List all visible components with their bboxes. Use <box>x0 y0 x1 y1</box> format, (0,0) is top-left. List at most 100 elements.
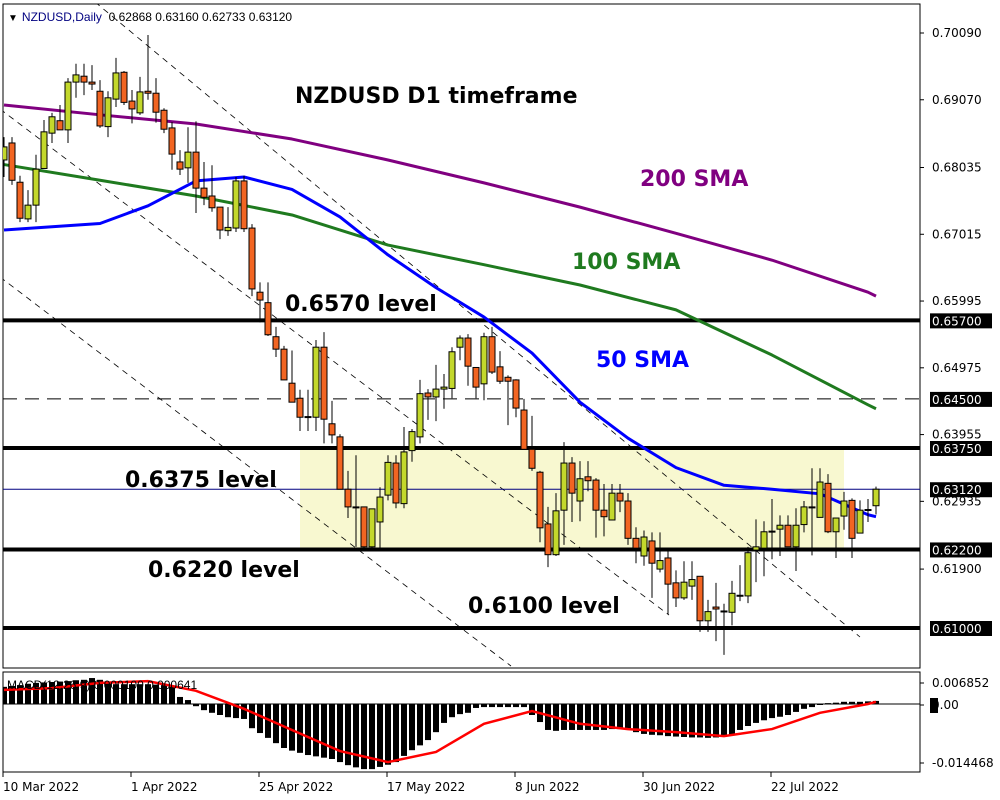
macd-histogram-bar <box>377 704 383 767</box>
level-price-box <box>930 542 992 558</box>
macd-histogram-bar <box>689 704 695 738</box>
candle-bear <box>80 75 88 83</box>
candle-bear <box>240 180 248 230</box>
level-price-label: 0.63120 <box>932 483 982 497</box>
macd-histogram-bar <box>513 704 519 708</box>
macd-histogram-bar <box>601 704 607 730</box>
macd-zero-box <box>930 698 938 713</box>
candle-bear <box>600 509 608 518</box>
macd-histogram-bar <box>673 704 679 737</box>
macd-histogram-bar <box>105 682 111 704</box>
candle-bull <box>776 524 784 530</box>
candle-bear <box>848 499 856 539</box>
macd-histogram-bar <box>169 686 175 704</box>
collapse-triangle-icon[interactable]: ▼ <box>8 13 18 24</box>
candle-bear <box>152 92 160 113</box>
date-tick-label: 17 May 2022 <box>387 780 465 794</box>
candle-bull <box>112 72 120 100</box>
macd-histogram-bar <box>857 701 863 704</box>
macd-histogram-bar <box>441 704 447 723</box>
candle-bear <box>472 366 480 388</box>
macd-histogram-bar <box>489 704 495 708</box>
candle-bear <box>120 71 128 103</box>
candle-bear <box>488 336 496 373</box>
date-tick-label: 30 Jun 2022 <box>643 780 715 794</box>
macd-histogram-bar <box>465 704 471 713</box>
candle-bull <box>704 611 712 622</box>
candle-bear <box>88 81 96 85</box>
macd-histogram-bar <box>393 704 399 763</box>
candle-bear <box>536 471 544 529</box>
candle-bull <box>840 500 848 517</box>
macd-histogram-bar <box>721 704 727 737</box>
level-price-box <box>930 620 992 636</box>
macd-histogram-bar <box>449 704 455 718</box>
macd-histogram-bar <box>833 702 839 704</box>
macd-histogram-bar <box>209 704 215 713</box>
candle-bull <box>608 492 616 521</box>
macd-histogram-bar <box>233 704 239 719</box>
macd-histogram-bar <box>569 704 575 730</box>
macd-histogram-bar <box>137 684 143 704</box>
macd-histogram-bar <box>769 704 775 719</box>
macd-histogram-bar <box>801 704 807 709</box>
candle-bull <box>864 509 872 512</box>
candle-bear <box>16 181 24 219</box>
trend-channel-line <box>3 278 512 667</box>
macd-histogram-bar <box>609 704 615 730</box>
candle-bear <box>320 346 328 420</box>
price-tick-label: 0.61900 <box>932 562 982 576</box>
candle-bear <box>96 90 104 127</box>
macd-histogram-bar <box>337 704 343 763</box>
candle-bear <box>424 392 432 398</box>
macd-histogram-bar <box>473 704 479 708</box>
date-tick-label: 10 Mar 2022 <box>3 780 79 794</box>
macd-histogram-bar <box>345 704 351 766</box>
candle-bear <box>216 206 224 231</box>
candle-bear <box>328 423 336 436</box>
trend-channel-line <box>3 110 670 616</box>
level-price-box <box>930 313 992 329</box>
candle-bear <box>280 348 288 381</box>
macd-label: MACD(12,26,9) 0.000100 0.000641 <box>7 678 198 692</box>
macd-tick-label: 0.006852 <box>932 676 989 690</box>
macd-histogram-bar <box>41 682 47 704</box>
macd-histogram-bar <box>705 704 711 738</box>
price-tick-label: 0.69070 <box>932 93 982 107</box>
candle-bear <box>648 540 656 564</box>
date-tick-label: 1 Apr 2022 <box>131 780 198 794</box>
macd-histogram-bar <box>161 685 167 704</box>
candle-bull <box>368 508 376 548</box>
candle-bull <box>736 594 744 597</box>
candle-bear <box>144 90 152 94</box>
chart-title: NZDUSD D1 timeframe <box>295 84 578 109</box>
macd-signal-line <box>3 679 877 764</box>
level-6375-label: 0.6375 level <box>125 468 277 493</box>
macd-histogram-bar <box>9 685 15 704</box>
sma100-label: 100 SMA <box>572 250 681 275</box>
macd-histogram-bar <box>625 704 631 730</box>
candle-bear <box>504 376 512 382</box>
level-6100-label: 0.6100 level <box>468 594 620 619</box>
macd-histogram-bar <box>401 704 407 756</box>
chart-header: ▼ NZDUSD,Daily 0.62868 0.63160 0.62733 0.… <box>8 10 292 24</box>
candle-bull <box>24 204 32 220</box>
sma-line-100sma <box>3 163 877 411</box>
candle-bear <box>160 109 168 130</box>
macd-histogram-bar <box>849 701 855 704</box>
candle-bear <box>128 100 136 110</box>
macd-histogram-bar <box>753 704 759 723</box>
price-tick-label: 0.63955 <box>932 428 982 442</box>
candle-bear <box>272 336 280 350</box>
candle-bear <box>256 291 264 301</box>
candle-bull <box>3 146 8 161</box>
level-price-label: 0.63750 <box>932 442 982 456</box>
candle-bear <box>200 187 208 198</box>
candle-bear <box>360 506 368 548</box>
candle-bull <box>456 337 464 348</box>
candle-bear <box>352 506 360 509</box>
candle-bear <box>672 582 680 599</box>
level-price-label: 0.61000 <box>932 622 982 636</box>
candle-bull <box>800 506 808 526</box>
candle-bull <box>312 346 320 418</box>
